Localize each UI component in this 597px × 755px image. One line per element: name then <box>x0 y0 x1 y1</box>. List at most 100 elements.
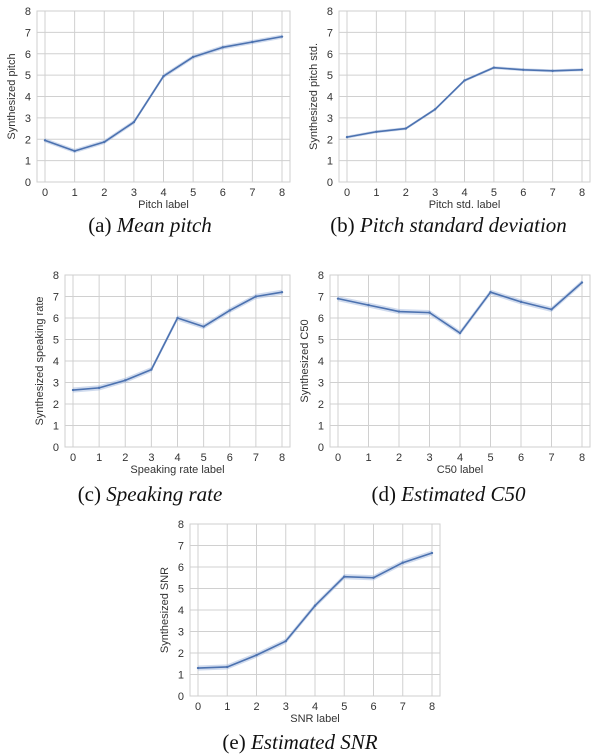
y-tick-e-6: 6 <box>178 562 184 574</box>
y-tick-e-2: 2 <box>178 648 184 660</box>
data-point-a-8 <box>280 35 284 38</box>
y-tick-c-0: 0 <box>53 442 59 454</box>
data-point-d-6 <box>519 300 523 304</box>
chart-svg-c: 0 1 2 3 4 5 6 7 8 0 1 2 3 4 5 6 7 8 Speaking rate label Syn… <box>34 270 291 476</box>
y-tick-a-2: 2 <box>25 134 31 146</box>
y-tick-c-2: 2 <box>53 399 59 411</box>
x-tick-c-8: 8 <box>279 452 285 464</box>
data-point-e-3 <box>284 639 287 643</box>
x-tick-e-3: 3 <box>283 701 289 713</box>
x-tick-d-3: 3 <box>426 452 432 464</box>
data-point-d-5 <box>489 291 492 294</box>
x-axis-label-d: C50 label <box>437 464 483 476</box>
caption-c-title: Speaking rate <box>106 482 223 506</box>
x-tick-b-2: 2 <box>403 187 409 199</box>
x-tick-a-2: 2 <box>101 187 107 199</box>
x-tick-a-4: 4 <box>160 187 166 199</box>
chart-svg-d: 0 1 2 3 4 5 6 7 8 0 1 2 3 4 5 6 7 8 C50 label Synthesized C… <box>299 270 591 476</box>
y-tick-e-5: 5 <box>178 584 184 596</box>
x-tick-d-2: 2 <box>396 452 402 464</box>
caption-e-prefix: (e) <box>222 730 246 754</box>
y-tick-a-5: 5 <box>25 70 31 82</box>
y-tick-a-7: 7 <box>25 27 31 39</box>
y-tick-a-0: 0 <box>25 177 31 189</box>
data-point-a-4 <box>162 74 165 78</box>
y-tick-b-3: 3 <box>327 113 333 125</box>
x-tick-e-4: 4 <box>312 701 318 713</box>
x-tick-a-8: 8 <box>279 187 285 199</box>
plot-frame <box>329 274 591 448</box>
caption-b-title: Pitch standard deviation <box>359 213 567 237</box>
y-tick-c-3: 3 <box>53 378 59 390</box>
x-tick-c-3: 3 <box>148 452 154 464</box>
data-point-a-1 <box>73 149 76 153</box>
y-tick-b-1: 1 <box>327 156 333 168</box>
x-tick-a-6: 6 <box>220 187 226 199</box>
chart-panel-c: 0 1 2 3 4 5 6 7 8 0 1 2 3 4 5 6 7 8 Speaking rate label Syn… <box>0 264 300 478</box>
x-tick-c-2: 2 <box>122 452 128 464</box>
data-point-c-6 <box>228 309 231 312</box>
data-point-d-7 <box>550 308 553 311</box>
data-point-d-0 <box>336 297 340 300</box>
caption-e: (e) Estimated SNR <box>150 730 450 755</box>
series-band-d <box>338 279 582 336</box>
y-axis-label-a: Synthesized pitch <box>6 53 18 139</box>
y-tick-d-3: 3 <box>318 378 324 390</box>
data-point-b-5 <box>492 66 496 69</box>
caption-c: (c) Speaking rate <box>0 482 300 507</box>
y-tick-b-5: 5 <box>327 70 333 82</box>
x-tick-d-1: 1 <box>365 452 371 464</box>
caption-b: (b) Pitch standard deviation <box>300 213 597 238</box>
x-tick-a-0: 0 <box>42 187 48 199</box>
data-point-b-0 <box>345 135 349 139</box>
caption-d-prefix: (d) <box>371 482 397 506</box>
x-tick-b-5: 5 <box>491 187 497 199</box>
plot-frame <box>338 10 591 183</box>
x-axis-label-b: Pitch std. label <box>429 199 501 211</box>
data-point-d-8 <box>580 281 584 284</box>
caption-d-title: Estimated C50 <box>401 482 526 506</box>
data-point-c-3 <box>150 368 153 371</box>
data-point-b-2 <box>404 127 407 130</box>
plot-frame <box>36 10 291 183</box>
series-band-e <box>198 550 432 671</box>
x-tick-b-3: 3 <box>432 187 438 199</box>
y-axis-label-e: Synthesized SNR <box>159 567 171 653</box>
x-tick-b-6: 6 <box>520 187 526 199</box>
chart-svg-a: 0 1 2 3 4 5 6 7 8 0 1 2 3 4 5 6 7 8 Pitch label Synthesized… <box>6 6 291 211</box>
y-tick-c-7: 7 <box>53 292 59 304</box>
caption-a-title: Mean pitch <box>116 213 212 237</box>
y-tick-a-3: 3 <box>25 113 31 125</box>
y-tick-a-8: 8 <box>25 6 31 18</box>
caption-c-prefix: (c) <box>77 482 101 506</box>
y-tick-e-0: 0 <box>178 691 184 703</box>
chart-panel-d: 0 1 2 3 4 5 6 7 8 0 1 2 3 4 5 6 7 8 C50 label Synthesized C… <box>299 264 597 478</box>
x-tick-b-4: 4 <box>461 187 467 199</box>
x-tick-a-7: 7 <box>249 187 255 199</box>
data-point-b-8 <box>580 68 584 71</box>
data-point-c-0 <box>71 388 75 392</box>
y-tick-a-1: 1 <box>25 156 31 168</box>
data-point-a-2 <box>103 140 106 144</box>
x-tick-b-7: 7 <box>550 187 556 199</box>
x-tick-d-4: 4 <box>457 452 463 464</box>
data-point-a-5 <box>191 55 195 59</box>
y-tick-d-5: 5 <box>318 335 324 347</box>
x-tick-c-0: 0 <box>70 452 76 464</box>
data-point-a-6 <box>221 46 224 49</box>
data-point-c-1 <box>97 386 101 390</box>
x-tick-d-6: 6 <box>518 452 524 464</box>
y-tick-d-4: 4 <box>318 356 324 368</box>
x-tick-e-2: 2 <box>253 701 259 713</box>
caption-e-title: Estimated SNR <box>250 730 378 754</box>
data-point-c-2 <box>124 379 127 382</box>
caption-a-prefix: (a) <box>88 213 112 237</box>
chart-panel-e: 0 1 2 3 4 5 6 7 8 0 1 2 3 4 5 6 7 8 SNR label Synthesized S… <box>150 513 450 727</box>
data-point-b-7 <box>551 69 554 73</box>
x-tick-b-0: 0 <box>344 187 350 199</box>
y-tick-b-4: 4 <box>327 92 333 104</box>
x-tick-e-1: 1 <box>224 701 230 713</box>
x-tick-a-1: 1 <box>72 187 78 199</box>
y-tick-c-4: 4 <box>53 356 59 368</box>
y-tick-a-4: 4 <box>25 92 31 104</box>
